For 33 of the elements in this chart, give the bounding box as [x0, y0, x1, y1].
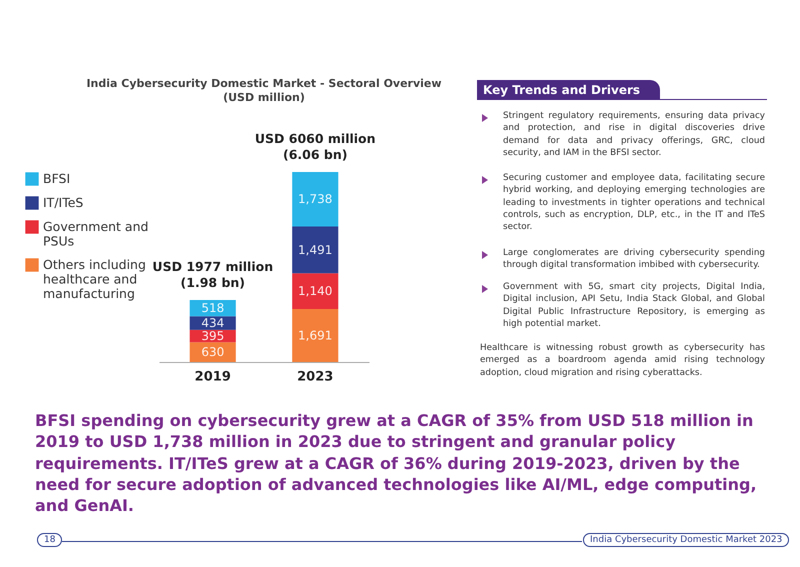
legend-label: Others including healthcare and manufacturing [43, 257, 146, 301]
x-tick-label: 2019 [194, 370, 231, 384]
bar [190, 300, 236, 316]
legend-label: IT/ITeS [43, 195, 84, 210]
data-label: 630 [201, 345, 224, 360]
chart-title: India Cybersecurity Domestic Market - Sectoral Overview [86, 77, 442, 90]
data-label: 518 [201, 301, 224, 316]
text: Key Trends and Drivers [477, 80, 660, 100]
data-label: 1,140 [298, 284, 332, 298]
text: BFSI spending on cybersecurity grew at a CAGR of 35% from USD 518 million in 2019 to USD 1,738 million in 2023 due to stringent and granular policy requirements. IT/ITeS grew at a CAGR of 36% during 2019-2023, driven by the need for secure adoption of advanced technologies like AI/ML, edge computing, and GenAI. [35, 410, 758, 516]
legend-label: Government and PSUs [43, 219, 148, 248]
text: 18 [37, 533, 62, 547]
data-label: 395 [201, 329, 224, 344]
bar [292, 172, 338, 226]
total-label: USD 6060 million (6.06 bn) [254, 131, 376, 162]
legend-label: BFSI [43, 171, 70, 186]
text: Healthcare is witnessing robust growth as cybersecurity has emerged as a boardroom agenda amid rising technology adoption, cloud migration and rising cyberattacks. [480, 342, 765, 379]
text: Government with 5G, smart city projects, Digital India, Digital inclusion, API Setu, India Stack Global, and Global Digital Public Infrastructure Repository, is emerging as high potential market. [503, 281, 765, 330]
total-label: USD 1977 million (1.98 bn) [152, 259, 274, 290]
data-label: 1,691 [298, 328, 332, 342]
data-label: 1,738 [298, 192, 332, 206]
text: Large conglomerates are driving cybersecurity spending through digital transformation imbibed with cybersecurity. [503, 247, 765, 272]
text: Securing customer and employee data, facilitating secure hybrid working, and deploying emerging technologies are leading to investments in tighter operations and technical controls, such as encryption, DLP, etc., in the IT and ITeS sector. [503, 172, 765, 234]
x-tick-label: 2023 [297, 370, 334, 384]
chart-subtitle: (USD million) [223, 91, 305, 104]
data-label: 1,491 [298, 242, 332, 257]
bar [292, 226, 338, 274]
text: Stringent regulatory requirements, ensuring data privacy and protection, and rise in digital discoveries drive demand for data and privacy offerings, GRC, cloud security, and IAM in the BFSI sector. [503, 110, 765, 160]
text: India Cybersecurity Domestic Market 2023 [583, 533, 790, 547]
bar [190, 342, 236, 362]
data-label: 434 [201, 316, 224, 330]
bar [292, 273, 338, 309]
bar [292, 308, 338, 362]
